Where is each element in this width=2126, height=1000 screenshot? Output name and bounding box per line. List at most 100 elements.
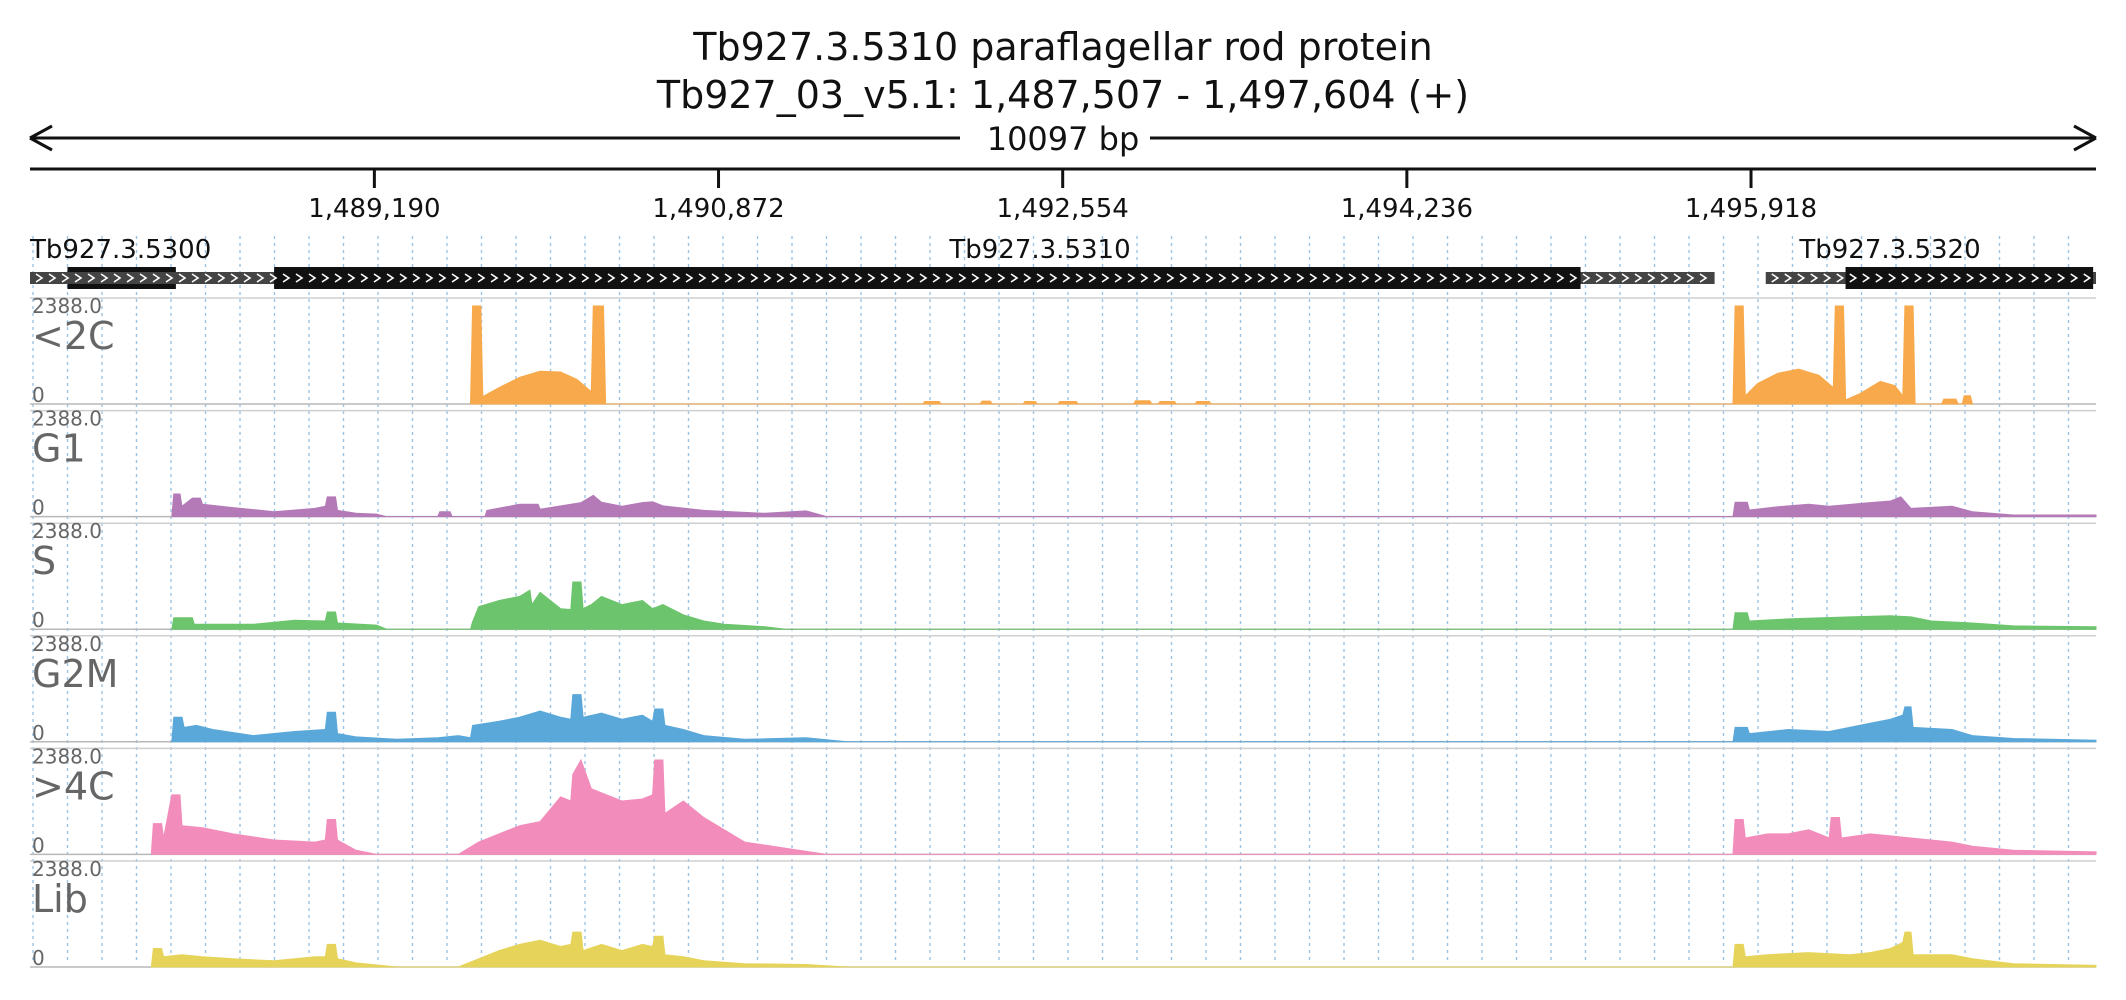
strand-arrow-icon bbox=[1283, 273, 1292, 283]
strand-arrow-icon bbox=[1114, 273, 1123, 283]
track-ymin-label: 0 bbox=[32, 833, 45, 857]
strand-arrow-icon bbox=[2031, 273, 2040, 283]
strand-arrow-icon bbox=[1400, 273, 1409, 283]
strand-arrow-icon bbox=[1478, 273, 1487, 283]
strand-arrow-icon bbox=[1966, 273, 1975, 283]
strand-arrow-icon bbox=[2044, 273, 2053, 283]
strand-arrow-icon bbox=[659, 273, 668, 283]
strand-arrow-icon bbox=[1660, 273, 1669, 283]
strand-arrow-icon bbox=[1335, 273, 1344, 283]
strand-arrow-icon bbox=[295, 273, 304, 283]
strand-arrow-icon bbox=[607, 273, 616, 283]
strand-arrow-icon bbox=[1823, 273, 1832, 283]
strand-arrow-icon bbox=[672, 273, 681, 283]
strand-arrow-icon bbox=[594, 273, 603, 283]
strand-arrow-icon bbox=[1634, 273, 1643, 283]
strand-arrow-icon bbox=[958, 273, 967, 283]
strand-arrow-icon bbox=[711, 273, 720, 283]
strand-arrow-icon bbox=[1543, 273, 1552, 283]
strand-arrow-icon bbox=[373, 273, 382, 283]
strand-arrow-icon bbox=[2083, 273, 2092, 283]
strand-arrow-icon bbox=[1771, 273, 1780, 283]
strand-arrow-icon bbox=[555, 273, 564, 283]
strand-arrow-icon bbox=[1979, 273, 1988, 283]
strand-arrow-icon bbox=[1927, 273, 1936, 283]
coverage-area bbox=[150, 931, 2097, 968]
strand-arrow-icon bbox=[412, 273, 421, 283]
strand-arrow-icon bbox=[1374, 273, 1383, 283]
track-name-label: G1 bbox=[32, 427, 86, 471]
strand-arrow-icon bbox=[165, 273, 174, 283]
coverage-area bbox=[171, 493, 2097, 518]
coverage-track: 2388.0<2C 0 bbox=[30, 294, 2096, 407]
strand-arrow-icon bbox=[152, 273, 161, 283]
coverage-track: 2388.0S 0 bbox=[30, 519, 2097, 632]
track-ymax-label: 2388.0 bbox=[32, 744, 102, 768]
strand-arrow-icon bbox=[1205, 273, 1214, 283]
strand-arrow-icon bbox=[1361, 273, 1370, 283]
ruler-tick-label: 1,494,236 bbox=[1341, 194, 1473, 224]
strand-arrow-icon bbox=[1101, 273, 1110, 283]
coverage-area bbox=[171, 694, 2097, 743]
strand-arrow-icon bbox=[490, 273, 499, 283]
strand-arrow-icon bbox=[1504, 273, 1513, 283]
ruler-ticks: 1,489,190 1,490,872 1,492,554 1,494,236 1,49… bbox=[308, 169, 1817, 224]
strand-arrow-icon bbox=[1439, 273, 1448, 283]
strand-arrow-icon bbox=[1992, 273, 2001, 283]
strand-arrow-icon bbox=[2070, 273, 2079, 283]
strand-arrow-icon bbox=[61, 273, 70, 283]
strand-arrow-icon bbox=[971, 273, 980, 283]
track-ymin-label: 0 bbox=[32, 383, 45, 407]
strand-arrow-icon bbox=[1465, 273, 1474, 283]
span-length-label: 10097 bp bbox=[987, 120, 1140, 158]
strand-arrow-icon bbox=[568, 273, 577, 283]
coverage-area bbox=[469, 305, 1974, 405]
track-ymin-label: 0 bbox=[32, 946, 45, 970]
strand-arrow-icon bbox=[1322, 273, 1331, 283]
track-ymax-label: 2388.0 bbox=[32, 294, 102, 318]
strand-arrow-icon bbox=[308, 273, 317, 283]
strand-arrow-icon bbox=[126, 273, 135, 283]
strand-arrow-icon bbox=[1179, 273, 1188, 283]
strand-arrow-icon bbox=[1784, 273, 1793, 283]
track-ymax-label: 2388.0 bbox=[32, 407, 102, 431]
strand-arrow-icon bbox=[477, 273, 486, 283]
coverage-area bbox=[150, 758, 2097, 855]
strand-arrow-icon bbox=[1218, 273, 1227, 283]
locus-title: Tb927_03_v5.1: 1,487,507 - 1,497,604 (+) bbox=[656, 73, 1470, 117]
span-indicator: 10097 bp bbox=[29, 120, 2097, 158]
strand-arrow-icon bbox=[2057, 273, 2066, 283]
strand-arrow-icon bbox=[451, 273, 460, 283]
strand-arrow-icon bbox=[724, 273, 733, 283]
strand-arrow-icon bbox=[932, 273, 941, 283]
strand-arrow-icon bbox=[1413, 273, 1422, 283]
strand-arrow-icon bbox=[1530, 273, 1539, 283]
strand-arrow-icon bbox=[217, 273, 226, 283]
coverage-area bbox=[171, 581, 2097, 630]
strand-arrow-icon bbox=[178, 273, 187, 283]
gene-label: Tb927.3.5300 bbox=[29, 235, 211, 265]
ruler-tick-label: 1,495,918 bbox=[1685, 194, 1817, 224]
strand-arrow-icon bbox=[815, 273, 824, 283]
strand-arrow-icon bbox=[906, 273, 915, 283]
strand-arrow-icon bbox=[1556, 273, 1565, 283]
strand-arrow-icon bbox=[880, 273, 889, 283]
strand-arrow-icon bbox=[204, 273, 213, 283]
strand-arrow-icon bbox=[256, 273, 265, 283]
strand-arrow-icon bbox=[503, 273, 512, 283]
strand-arrow-icon bbox=[789, 273, 798, 283]
strand-arrow-icon bbox=[828, 273, 837, 283]
strand-arrow-icon bbox=[841, 273, 850, 283]
strand-arrow-icon bbox=[1452, 273, 1461, 283]
strand-arrow-icon bbox=[1810, 273, 1819, 283]
gene-annotation-track: Tb927.3.5300 Tb927.3.5310 Tb927.3.5320 bbox=[29, 235, 2096, 289]
track-name-label: S bbox=[32, 539, 56, 583]
strand-arrow-icon bbox=[1849, 273, 1858, 283]
strand-arrow-icon bbox=[1257, 273, 1266, 283]
strand-arrow-icon bbox=[1595, 273, 1604, 283]
strand-arrow-icon bbox=[1088, 273, 1097, 283]
